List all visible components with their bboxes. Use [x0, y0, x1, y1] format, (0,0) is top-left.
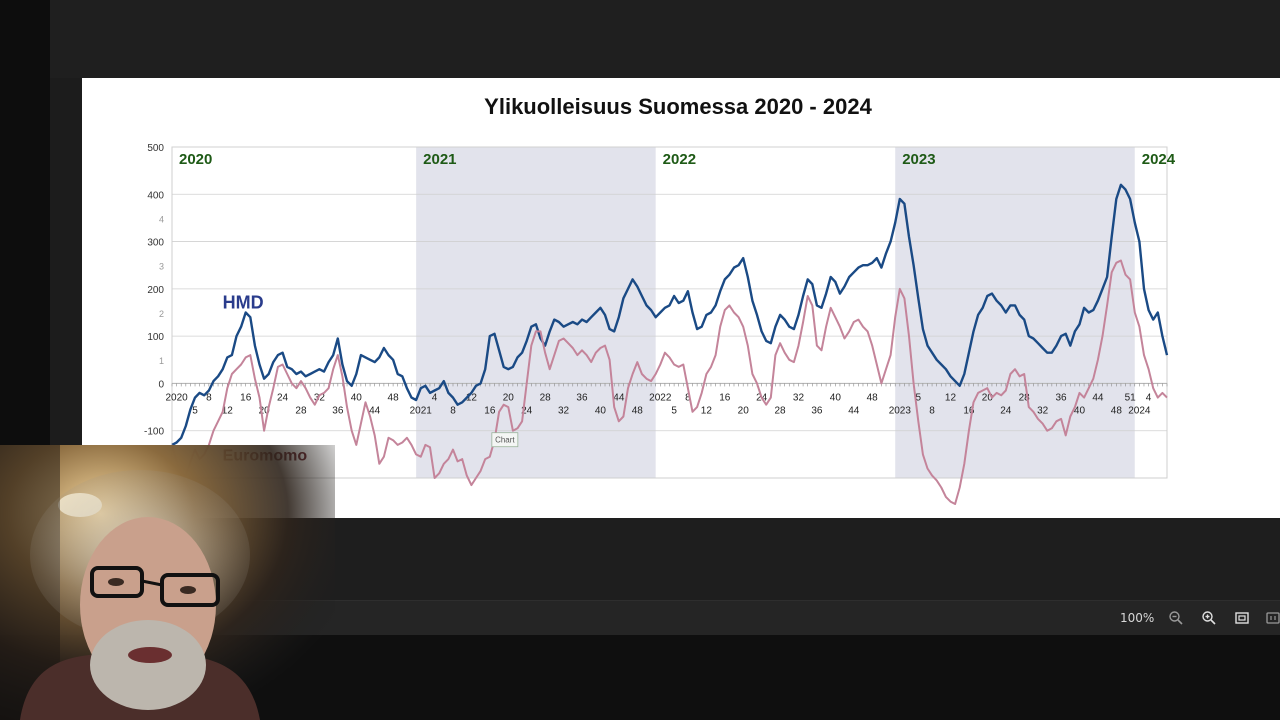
- viewer-background: [50, 0, 1280, 78]
- x-tick-label: 24: [277, 392, 289, 403]
- shaded-band-2023: [895, 147, 1135, 478]
- x-tick-label: 36: [811, 405, 823, 416]
- shaded-band-2021: [416, 147, 656, 478]
- x-tick-label: 20: [503, 392, 515, 403]
- year-label-2020: 2020: [179, 151, 212, 168]
- x-tick-label: 4: [1146, 392, 1152, 403]
- y-tick-label: -100: [144, 427, 164, 438]
- actual-size-icon[interactable]: [1264, 610, 1280, 628]
- y-tick-label: 0: [158, 379, 164, 390]
- x-tick-label: 40: [830, 392, 842, 403]
- x-tick-label: 48: [1111, 405, 1123, 416]
- x-tick-label: 5: [671, 405, 677, 416]
- x-tick-label: 40: [1074, 405, 1086, 416]
- x-tick-label: 24: [1000, 405, 1012, 416]
- x-tick-label: 8: [929, 405, 935, 416]
- year-label-2021: 2021: [423, 151, 456, 168]
- x-tick-label: 12: [222, 405, 234, 416]
- x-tick-label: 48: [867, 392, 879, 403]
- y-tick-label-faint: 2: [159, 309, 164, 319]
- x-tick-label: 32: [558, 405, 570, 416]
- x-tick-label: 4: [432, 392, 438, 403]
- x-tick-label: 36: [1055, 392, 1067, 403]
- x-tick-label: 2024: [1128, 405, 1151, 416]
- x-tick-label: 20: [738, 405, 750, 416]
- x-tick-label: 8: [206, 392, 212, 403]
- x-tick-label: 2020: [165, 392, 188, 403]
- x-tick-label: 36: [576, 392, 588, 403]
- zoom-in-icon[interactable]: [1200, 610, 1218, 628]
- x-tick-label: 28: [1019, 392, 1031, 403]
- x-tick-label: 8: [685, 392, 691, 403]
- x-tick-label: 5: [192, 405, 198, 416]
- x-tick-label: 28: [774, 405, 786, 416]
- x-tick-label: 44: [1092, 392, 1104, 403]
- x-tick-label: 44: [613, 392, 625, 403]
- zoom-out-icon[interactable]: [1167, 610, 1185, 628]
- webcam-overlay: [0, 445, 335, 720]
- zoom-level[interactable]: 100%: [1120, 611, 1155, 625]
- x-tick-label: 28: [295, 405, 307, 416]
- y-tick-label: 100: [147, 332, 164, 343]
- x-tick-label: 16: [963, 405, 975, 416]
- series-line-euromomo: [171, 259, 1168, 505]
- x-tick-label: 20: [982, 392, 994, 403]
- chart-tooltip-box: [491, 432, 519, 448]
- x-tick-label: 12: [466, 392, 478, 403]
- x-tick-label: 28: [540, 392, 552, 403]
- chart-tooltip: Chart: [491, 432, 519, 448]
- x-tick-label: 2022: [649, 392, 672, 403]
- series-line-hmd: [171, 183, 1169, 446]
- x-tick-label: 12: [945, 392, 957, 403]
- x-tick-label: 36: [332, 405, 344, 416]
- document-page: Ylikuolleisuus Suomessa 2020 - 2024 500 4…: [82, 78, 1280, 518]
- x-tick-label: 32: [314, 392, 326, 403]
- x-tick-label: 40: [351, 392, 363, 403]
- series-label-hmd: HMD: [223, 293, 264, 313]
- x-tick-label: 8: [450, 405, 456, 416]
- x-tick-label: 32: [793, 392, 805, 403]
- fit-page-icon[interactable]: [1233, 610, 1251, 628]
- chart-tooltip-text: Chart: [495, 436, 515, 445]
- x-tick-label: 24: [521, 405, 533, 416]
- chart-title: Ylikuolleisuus Suomessa 2020 - 2024: [484, 94, 872, 119]
- x-tick-label: 16: [240, 392, 252, 403]
- year-label-2024: 2024: [1142, 151, 1176, 168]
- y-tick-label: 300: [147, 238, 164, 249]
- y-tick-label: 400: [147, 190, 164, 201]
- x-tick-label: 51: [1125, 392, 1137, 403]
- x-tick-label: 44: [369, 405, 381, 416]
- x-tick-label: 40: [595, 405, 607, 416]
- x-tick-label: 2021: [410, 405, 433, 416]
- year-label-2023: 2023: [902, 151, 935, 168]
- x-tick-label: 32: [1037, 405, 1049, 416]
- y-tick-label-faint: 1: [159, 356, 164, 366]
- x-tick-label: 2023: [889, 405, 912, 416]
- x-tick-label: 5: [915, 392, 921, 403]
- year-label-2022: 2022: [663, 151, 696, 168]
- x-tick-label: 20: [259, 405, 271, 416]
- y-tick-label-faint: 3: [159, 262, 164, 272]
- y-tick-label: 200: [147, 285, 164, 296]
- x-tick-label: 48: [632, 405, 644, 416]
- x-tick-label: 48: [388, 392, 400, 403]
- x-tick-label: 16: [719, 392, 731, 403]
- x-tick-label: 44: [848, 405, 860, 416]
- x-tick-label: 16: [484, 405, 496, 416]
- y-tick-label: 500: [147, 143, 164, 154]
- y-tick-label-faint: 4: [159, 214, 164, 224]
- x-tick-label: 12: [701, 405, 713, 416]
